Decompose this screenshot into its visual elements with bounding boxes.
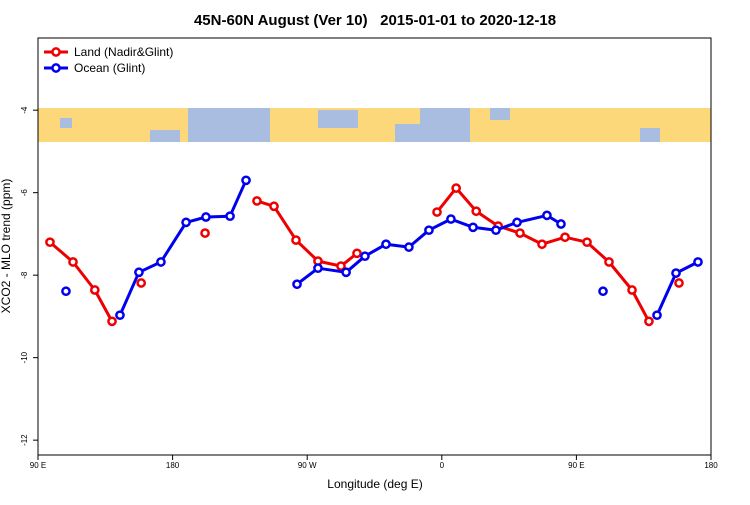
map-ocean xyxy=(150,130,180,142)
data-point xyxy=(136,278,147,288)
data-point xyxy=(542,210,552,221)
data-point xyxy=(68,257,78,267)
data-point xyxy=(604,257,614,267)
legend-marker xyxy=(51,47,61,57)
map-ocean xyxy=(490,108,510,120)
data-point xyxy=(360,251,370,262)
data-point xyxy=(115,310,125,321)
y-tick-label: -8 xyxy=(20,271,29,279)
legend-label: Ocean (Glint) xyxy=(74,61,145,75)
data-point xyxy=(292,279,302,290)
data-point xyxy=(201,212,211,222)
y-tick-label: -4 xyxy=(20,106,29,114)
data-point xyxy=(432,207,442,217)
map-land xyxy=(470,108,711,142)
data-point xyxy=(336,261,346,271)
data-point xyxy=(241,175,251,186)
data-point xyxy=(89,285,100,295)
x-tick-label: 90 E xyxy=(30,461,46,470)
data-point xyxy=(61,286,71,297)
map-ocean xyxy=(318,110,358,128)
chart-title: 45N-60N August (Ver 10) 2015-01-01 to 20… xyxy=(194,12,556,29)
map-ocean xyxy=(60,118,72,128)
data-point xyxy=(491,225,501,236)
plot-frame xyxy=(37,37,712,456)
x-tick-label: 180 xyxy=(166,461,180,470)
map-ocean xyxy=(395,124,420,142)
data-point xyxy=(313,263,323,274)
data-point xyxy=(404,242,414,252)
legend-marker xyxy=(51,63,61,73)
data-point xyxy=(225,211,235,222)
data-point xyxy=(107,316,117,327)
data-point xyxy=(134,267,144,278)
data-point xyxy=(512,217,522,228)
y-axis-label: XCO2 - MLO trend (ppm) xyxy=(0,179,13,314)
data-point xyxy=(381,239,391,250)
data-point xyxy=(424,225,434,236)
data-point xyxy=(556,219,566,229)
y-tick-label: -6 xyxy=(20,189,29,197)
x-tick-label: 0 xyxy=(440,461,445,470)
data-point xyxy=(693,257,703,267)
data-point xyxy=(352,248,362,259)
data-point xyxy=(560,232,570,243)
data-point xyxy=(200,228,210,238)
data-point xyxy=(644,316,654,327)
data-point xyxy=(671,268,681,278)
data-point xyxy=(652,310,662,321)
map-strip xyxy=(38,108,711,142)
data-point xyxy=(291,235,301,245)
data-point xyxy=(156,257,166,267)
data-point xyxy=(45,237,55,248)
data-point xyxy=(341,267,351,278)
y-tick-label: -12 xyxy=(20,434,29,446)
x-axis-label: Longitude (deg E) xyxy=(327,477,422,491)
x-tick-label: 180 xyxy=(704,461,718,470)
data-point xyxy=(537,239,547,250)
data-point xyxy=(252,196,262,206)
x-tick-label: 90 E xyxy=(568,461,584,470)
data-point xyxy=(598,286,608,297)
map-ocean xyxy=(640,128,660,142)
data-point xyxy=(451,183,462,193)
legend-label: Land (Nadir&Glint) xyxy=(74,45,173,59)
x-tick-label: 90 W xyxy=(298,461,317,470)
y-tick-label: -10 xyxy=(20,351,29,363)
data-point xyxy=(515,228,525,238)
data-point xyxy=(468,222,478,233)
data-point xyxy=(582,237,592,248)
data-point xyxy=(627,285,637,295)
data-point xyxy=(471,206,482,217)
data-point xyxy=(269,201,279,212)
data-point xyxy=(446,214,456,224)
data-point xyxy=(674,278,684,288)
data-point xyxy=(181,217,191,228)
